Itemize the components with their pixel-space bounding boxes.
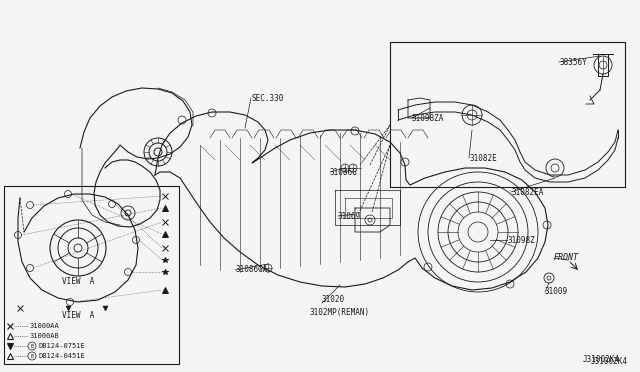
Text: DB124-0751E: DB124-0751E bbox=[38, 343, 84, 349]
Text: 31009: 31009 bbox=[545, 288, 568, 296]
Text: 31098ZA: 31098ZA bbox=[412, 113, 444, 122]
Text: 31020: 31020 bbox=[322, 295, 345, 305]
Text: FRONT: FRONT bbox=[554, 253, 579, 263]
Text: 31000AB: 31000AB bbox=[30, 333, 60, 339]
Text: 31069: 31069 bbox=[338, 212, 361, 221]
Text: 31086G: 31086G bbox=[330, 167, 358, 176]
Text: 31082EA: 31082EA bbox=[512, 187, 545, 196]
Text: 38356Y: 38356Y bbox=[560, 58, 588, 67]
Text: 31098Z: 31098Z bbox=[508, 235, 536, 244]
Bar bbox=[390, 42, 625, 187]
Text: J31002K4: J31002K4 bbox=[583, 356, 620, 365]
Text: VIEW  A: VIEW A bbox=[62, 278, 94, 286]
Text: SEC.330: SEC.330 bbox=[252, 93, 284, 103]
Text: B: B bbox=[31, 353, 33, 359]
Text: 31082E: 31082E bbox=[470, 154, 498, 163]
Text: 3102MP(REMAN): 3102MP(REMAN) bbox=[310, 308, 370, 317]
Text: J31002K4: J31002K4 bbox=[591, 357, 628, 366]
Text: B: B bbox=[31, 343, 33, 349]
Text: DB124-0451E: DB124-0451E bbox=[38, 353, 84, 359]
Text: VIEW  A: VIEW A bbox=[62, 311, 94, 321]
Bar bbox=[4, 186, 179, 364]
Text: 31086GA: 31086GA bbox=[235, 266, 268, 275]
Text: 31000AA: 31000AA bbox=[30, 323, 60, 329]
